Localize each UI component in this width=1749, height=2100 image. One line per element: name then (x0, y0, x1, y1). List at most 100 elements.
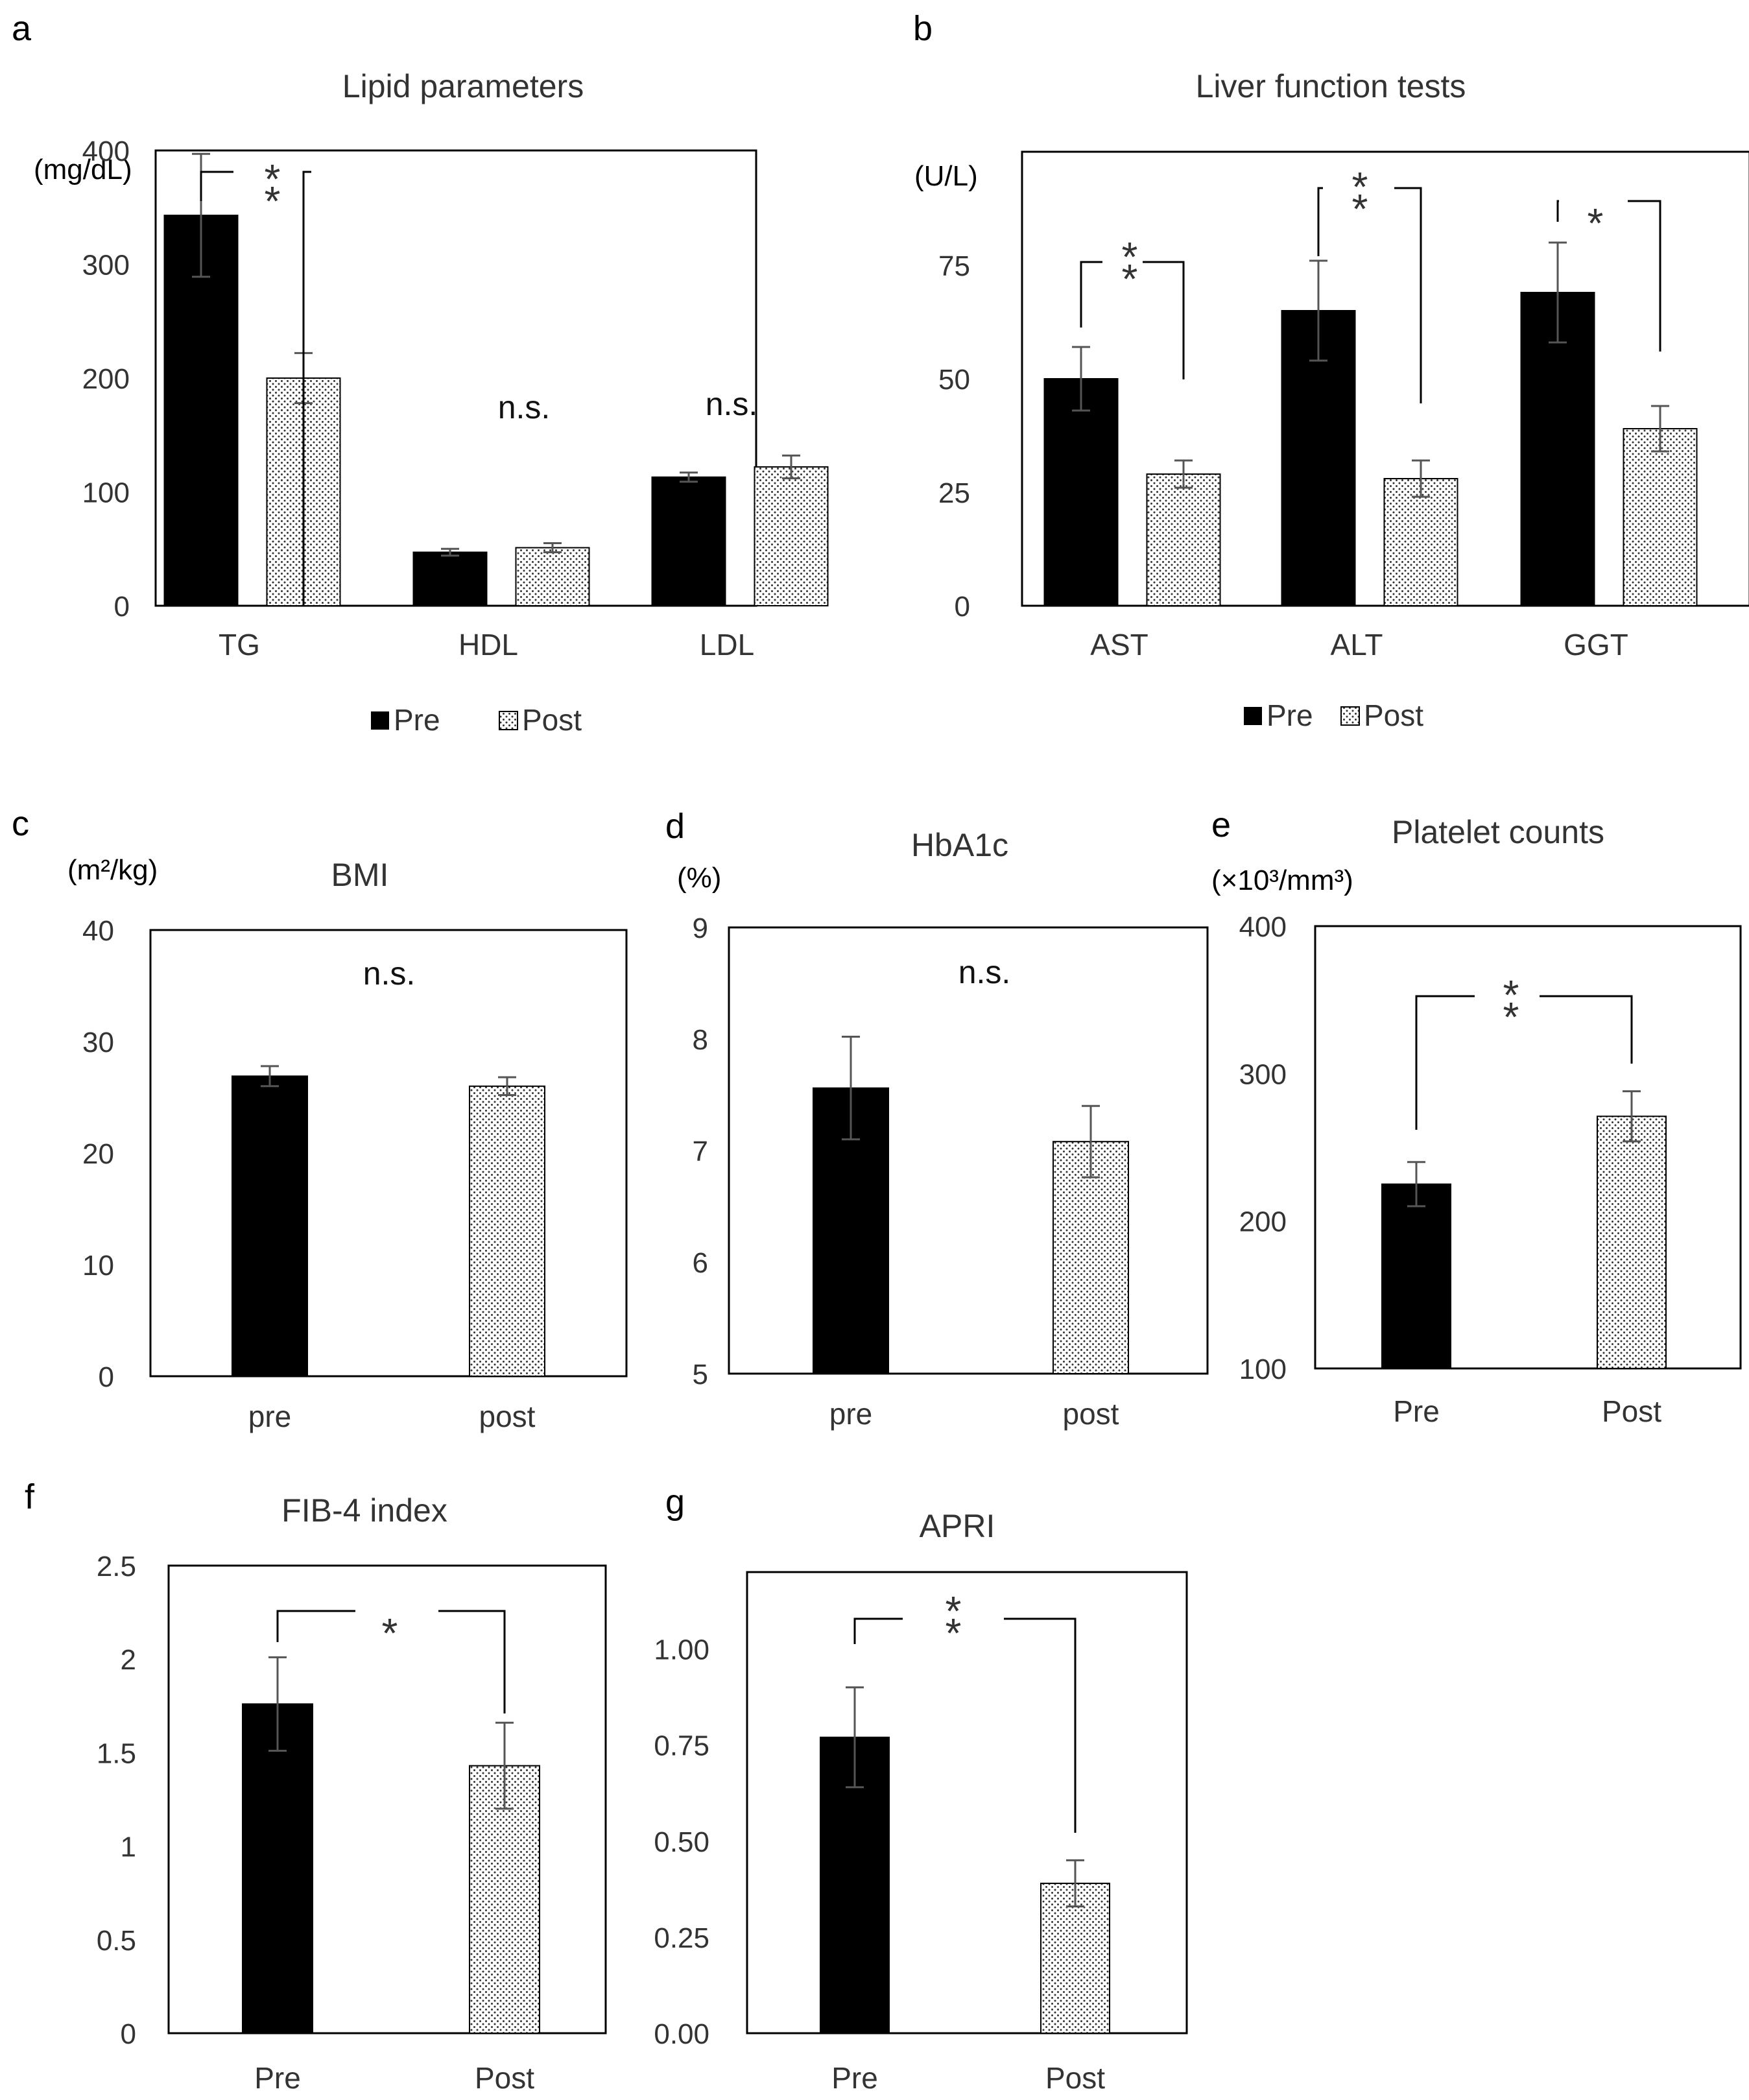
x-tick-e: Pre (1393, 1394, 1440, 1428)
panel-g: g APRI (665, 1483, 995, 1544)
plot-frame-e (1314, 925, 1742, 1370)
y-tick-g: 0.00 (654, 2018, 709, 2050)
panel-d: d HbA1c (%) (665, 807, 1008, 894)
y-axis-unit-c: (m²/kg) (67, 854, 158, 886)
significance-bracket-f (276, 1610, 355, 1642)
plot-frame-f (167, 1564, 607, 2034)
legend-swatch-post-a (499, 711, 518, 730)
bar-b (1383, 478, 1458, 606)
x-tick-c: pre (248, 1400, 291, 1433)
y-tick-b: 0 (955, 591, 970, 623)
plot-frame-c (149, 929, 628, 1378)
plot-frame-d (728, 926, 1209, 1375)
y-tick-b: 50 (938, 364, 970, 396)
bar-a (163, 215, 239, 607)
bar-a (651, 476, 726, 606)
significance-star-b: * (1352, 163, 1368, 210)
x-tick-a: TG (219, 628, 260, 662)
legend-b: Pre Post (1244, 698, 1423, 732)
y-tick-f: 1 (121, 1832, 136, 1863)
panel-c: c BMI (m²/kg) (12, 804, 388, 893)
y-axis-unit-a: (mg/dL) (34, 154, 132, 185)
panel-letter-d: d (665, 807, 685, 846)
y-tick-e: 300 (1239, 1058, 1287, 1090)
y-axis-unit-d: (%) (677, 862, 721, 894)
legend-swatch-pre-b (1244, 707, 1262, 725)
x-tick-d: post (1063, 1397, 1119, 1431)
significance-star-a: * (265, 178, 281, 224)
y-tick-e: 400 (1239, 911, 1287, 943)
bar-f (469, 1765, 540, 2034)
x-tick-c: post (479, 1400, 536, 1433)
significance-bracket-e (1415, 995, 1475, 1130)
significance-star-a: * (265, 156, 281, 202)
y-tick-e: 200 (1239, 1206, 1287, 1238)
significance-star-g: * (946, 1588, 962, 1634)
y-tick-d: 8 (693, 1024, 708, 1056)
significance-bracket-b (1628, 200, 1661, 352)
legend-swatch-post-b (1340, 706, 1360, 726)
significance-label-a: n.s. (498, 389, 551, 425)
legend-label-pre-a: Pre (394, 703, 440, 737)
significance-bracket-b (1143, 261, 1185, 379)
bar-b (1043, 378, 1119, 606)
bar-b (1623, 428, 1698, 606)
y-tick-f: 2.5 (97, 1551, 136, 1582)
y-tick-a: 100 (82, 477, 130, 509)
x-tick-f: Pre (254, 2061, 301, 2095)
chart-title-e: Platelet counts (1392, 814, 1604, 850)
y-tick-c: 40 (82, 915, 114, 947)
chart-title-a: Lipid parameters (342, 68, 584, 104)
significance-bracket-b (1080, 261, 1102, 328)
bar-e (1597, 1116, 1667, 1369)
x-tick-a: HDL (458, 628, 518, 662)
panel-letter-e: e (1211, 805, 1231, 844)
bar-c (469, 1085, 545, 1378)
panel-f: f FIB-4 index (25, 1477, 447, 1529)
significance-bracket-b (1394, 187, 1422, 403)
chart-title-f: FIB-4 index (281, 1492, 447, 1529)
x-tick-a: LDL (700, 628, 754, 662)
chart-title-g: APRI (920, 1508, 995, 1544)
significance-bracket-a (302, 171, 311, 606)
chart-title-b: Liver function tests (1196, 68, 1466, 104)
significance-star-f: * (382, 1610, 398, 1656)
plot-e: 100 200 300 400 Pre Post ** (1239, 911, 1742, 1428)
bar-e (1381, 1183, 1451, 1370)
significance-star-b: * (1122, 233, 1138, 280)
plot-f: 0 0.5 1 1.5 2 2.5 Pre Post * (97, 1551, 607, 2095)
panel-letter-f: f (25, 1477, 35, 1516)
significance-star-b: * (1352, 185, 1368, 232)
x-tick-b: GGT (1564, 628, 1628, 662)
legend-a: Pre Post (371, 703, 582, 737)
significance-label-d: n.s. (958, 954, 1011, 990)
y-tick-b: 25 (938, 477, 970, 509)
significance-star-b: * (1122, 256, 1138, 302)
y-tick-a: 300 (82, 250, 130, 281)
panel-letter-b: b (913, 9, 933, 48)
x-tick-g: Pre (831, 2061, 878, 2095)
significance-bracket-g (853, 1617, 903, 1644)
y-tick-d: 6 (693, 1247, 708, 1279)
y-tick-a: 0 (114, 591, 130, 623)
x-tick-e: Post (1602, 1394, 1661, 1428)
chart-title-c: BMI (331, 857, 389, 893)
panel-e: e Platelet counts (×10³/mm³) (1211, 805, 1604, 896)
panel-letter-a: a (12, 9, 32, 48)
plot-d: 5 6 7 8 9 pre post n.s. (693, 913, 1209, 1431)
x-tick-g: Post (1045, 2061, 1105, 2095)
significance-bracket-f (438, 1610, 506, 1713)
significance-bracket-e (1540, 995, 1633, 1064)
y-tick-f: 1.5 (97, 1737, 136, 1769)
bar-b (1520, 292, 1595, 606)
plot-a: 0 100 200 300 400 TG HDL LDL ** n.s. n.s. (82, 136, 829, 662)
legend-label-pre-b: Pre (1267, 698, 1313, 732)
x-tick-f: Post (475, 2061, 534, 2095)
y-axis-unit-e: (×10³/mm³) (1211, 865, 1353, 896)
y-tick-a: 400 (82, 136, 130, 167)
significance-label-c: n.s. (363, 955, 416, 992)
legend-label-post-a: Post (522, 703, 582, 737)
x-tick-d: pre (829, 1397, 872, 1431)
